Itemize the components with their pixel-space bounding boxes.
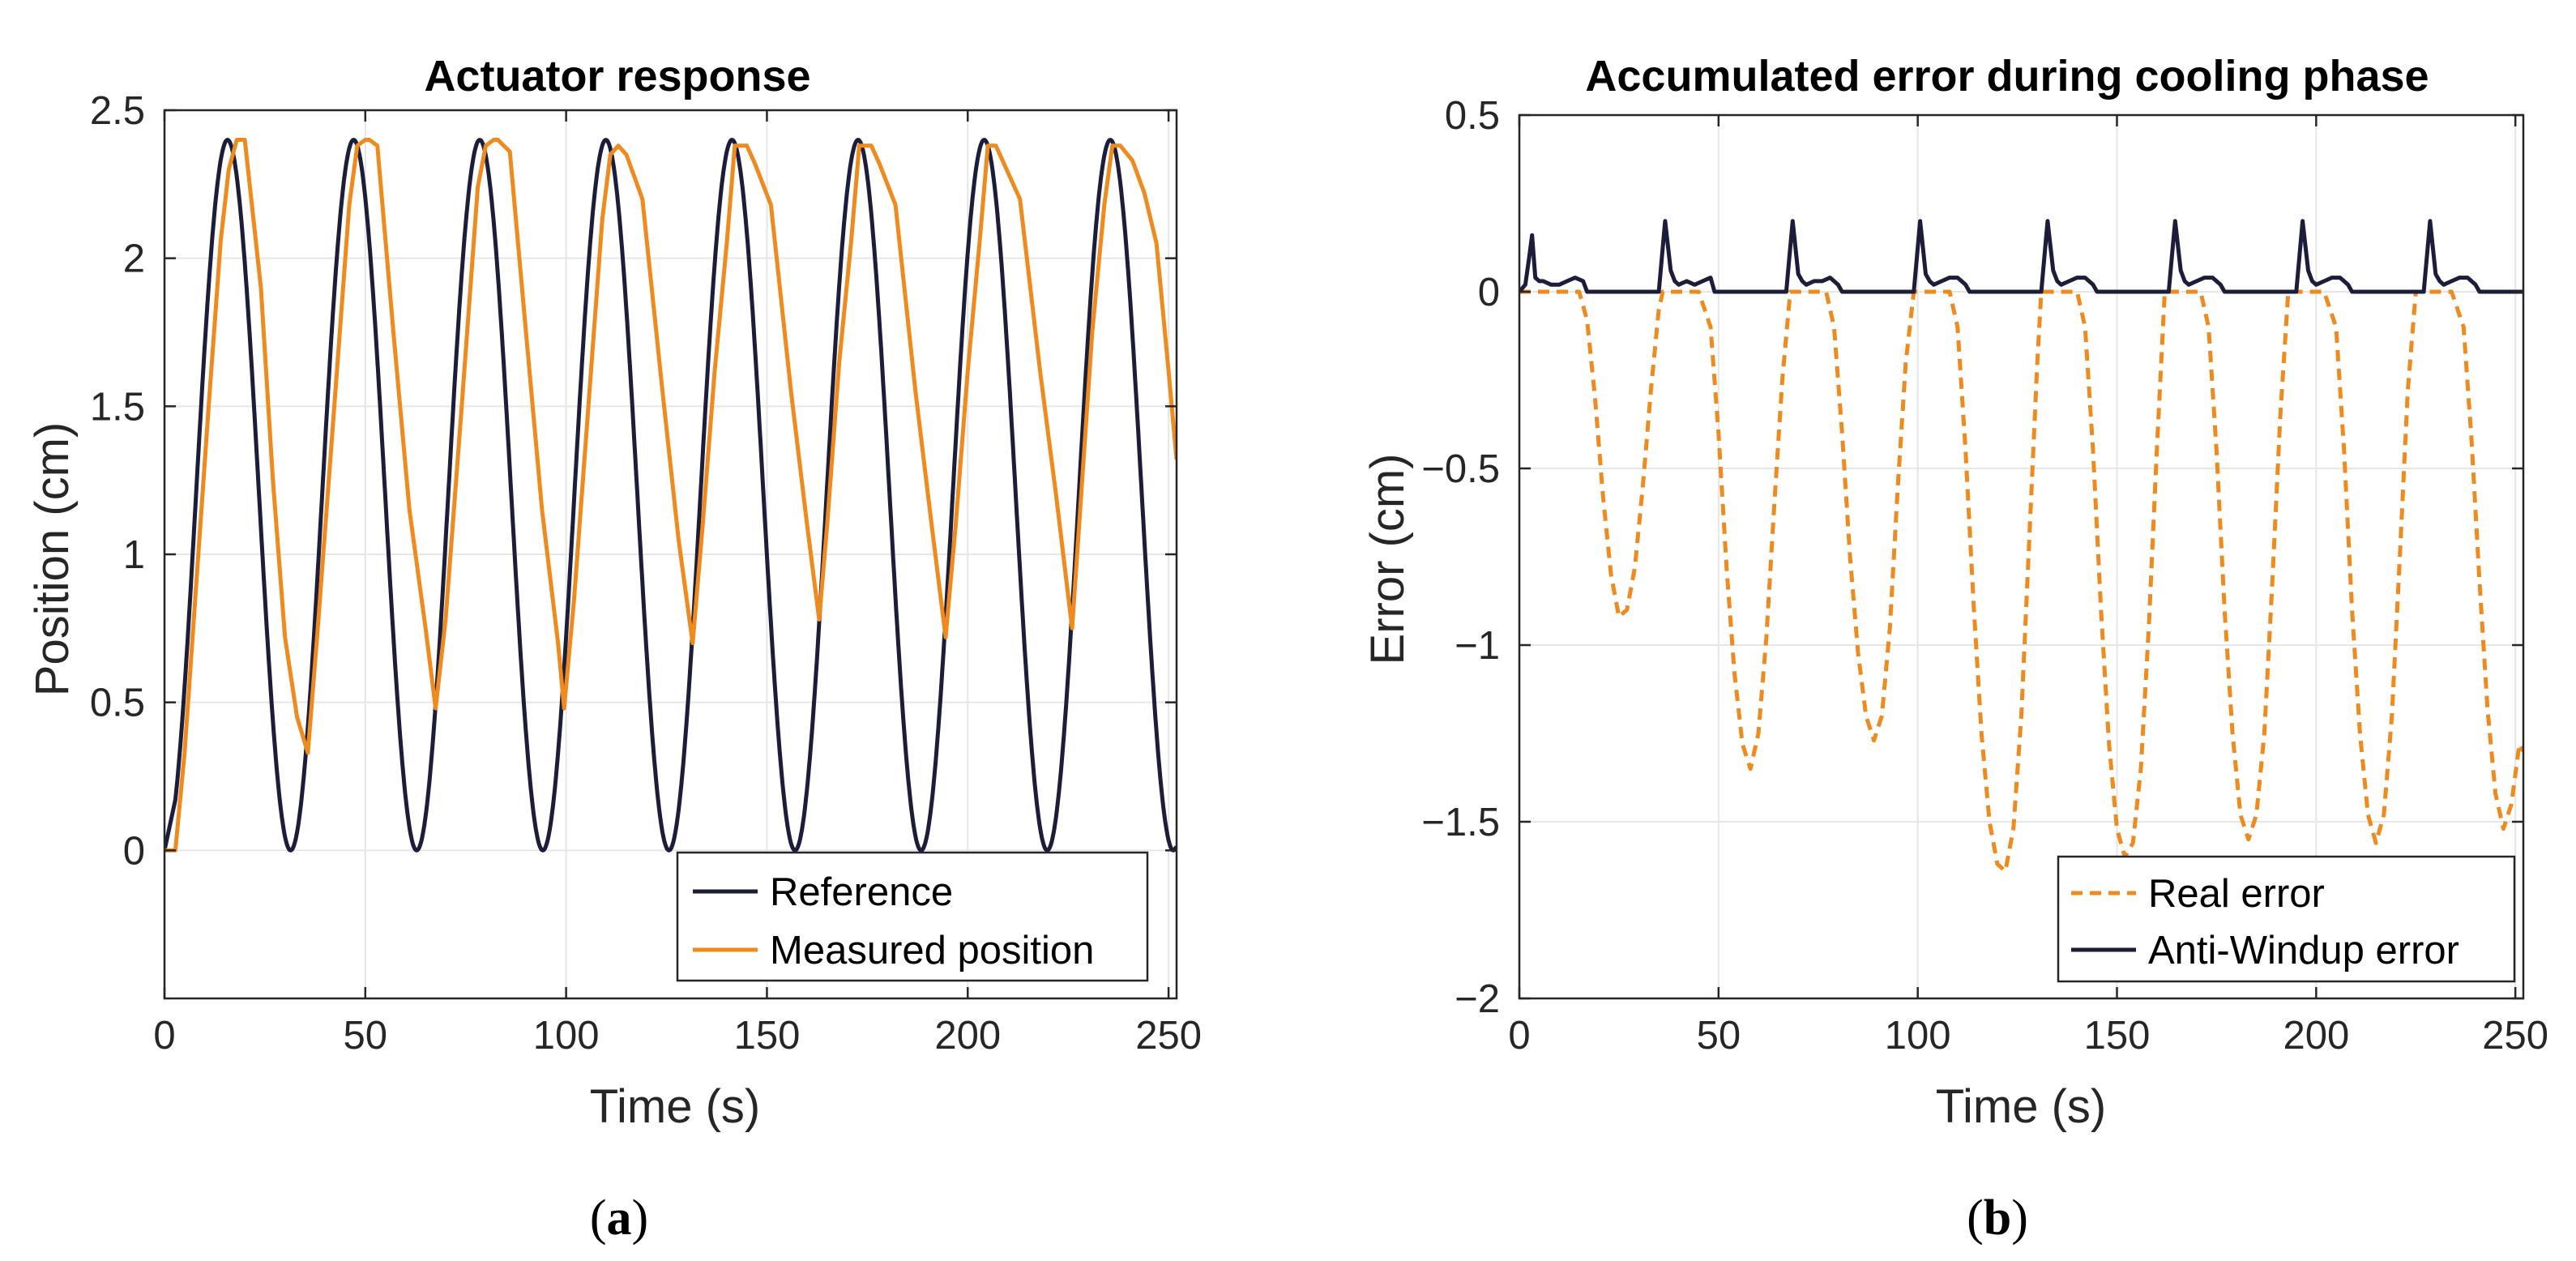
chart-a-y-tick-label: 1 [123,533,145,577]
chart-b-x-tick-label: 200 [2283,1014,2349,1058]
chart-b-panel-label: (b) [1967,1190,2028,1246]
chart-b-y-tick-label: 0 [1478,271,1500,314]
chart-a-x-tick-label: 250 [1135,1014,1202,1058]
chart-a-title: Actuator response [424,52,810,100]
chart-a-series-reference [164,138,1177,853]
chart-a-panel-label: (a) [590,1190,648,1246]
chart-a-axes: 0 50 100 150 200 250 0 0.5 1 1.5 2 2.5 [90,89,1202,1058]
chart-a-x-axis-label: Time (s) [590,1080,760,1133]
chart-b-y-tick-label: −0.5 [1421,447,1500,491]
chart-b-legend-box [2057,855,2516,983]
chart-a-x-tick-label: 0 [153,1014,175,1058]
chart-b-panel-letter: b [1984,1190,2011,1246]
chart-a-legend: Reference Measured position [676,851,1149,982]
chart-b-x-tick-label: 150 [2084,1014,2151,1058]
chart-a-y-tick-label: 2 [123,237,145,281]
chart-a-x-tick-label: 150 [734,1014,801,1058]
chart-b-y-tick-label: 0.5 [1445,94,1500,138]
chart-b-x-tick-label: 250 [2482,1014,2548,1058]
chart-a-x-tick-label: 200 [934,1014,1001,1058]
chart-b-x-tick-label: 100 [1885,1014,1951,1058]
chart-b-axes-box [1518,113,2525,1000]
chart-a-x-tick-label: 50 [344,1014,388,1058]
chart-b-x-tick-label: 50 [1697,1014,1741,1058]
chart-b-title: Accumulated error during cooling phase [1585,52,2429,100]
chart-a-legend-label-reference: Reference [770,870,953,914]
chart-b-legend-label-real-error: Real error [2148,872,2325,916]
chart-b-axes: 0 50 100 150 200 250 −2 −1.5 −1 −0.5 0 0.5 [1421,94,2548,1058]
chart-a-x-tick-label: 100 [533,1014,600,1058]
chart-a-legend-label-measured-position: Measured position [770,929,1094,972]
chart-a-panel-letter: a [607,1190,632,1246]
chart-b-x-axis-label: Time (s) [1936,1080,2106,1133]
chart-a-y-tick-label: 0.5 [90,682,145,725]
chart-a: Actuator response 0 50 100 150 200 250 0 0.5 1 1.… [26,52,1202,1246]
chart-a-y-tick-label: 2.5 [90,89,145,133]
chart-a-y-tick-label: 0 [123,829,145,873]
chart-a-legend-box [676,851,1149,982]
chart-b-y-tick-label: −1 [1455,624,1500,668]
chart-a-series [164,138,1177,853]
chart-b-series [1519,219,2523,874]
chart-b-legend-label-anti-windup-error: Anti-Windup error [2148,929,2459,972]
chart-b-series-real-error [1519,289,2523,874]
chart-b-legend: Real error Anti-Windup error [2057,855,2516,983]
chart-b-y-tick-label: −1.5 [1421,801,1500,844]
chart-b-series-anti-windup-error [1519,219,2523,294]
chart-a-series-measured-position [164,138,1177,853]
chart-b-x-tick-label: 0 [1508,1014,1530,1058]
chart-a-y-axis-label: Position (cm) [26,422,79,696]
chart-b-y-axis-label: Error (cm) [1361,454,1414,665]
chart-a-y-tick-label: 1.5 [90,385,145,429]
chart-b-y-tick-label: −2 [1455,977,1500,1021]
chart-b: Accumulated error during cooling phase 0… [1361,52,2548,1246]
